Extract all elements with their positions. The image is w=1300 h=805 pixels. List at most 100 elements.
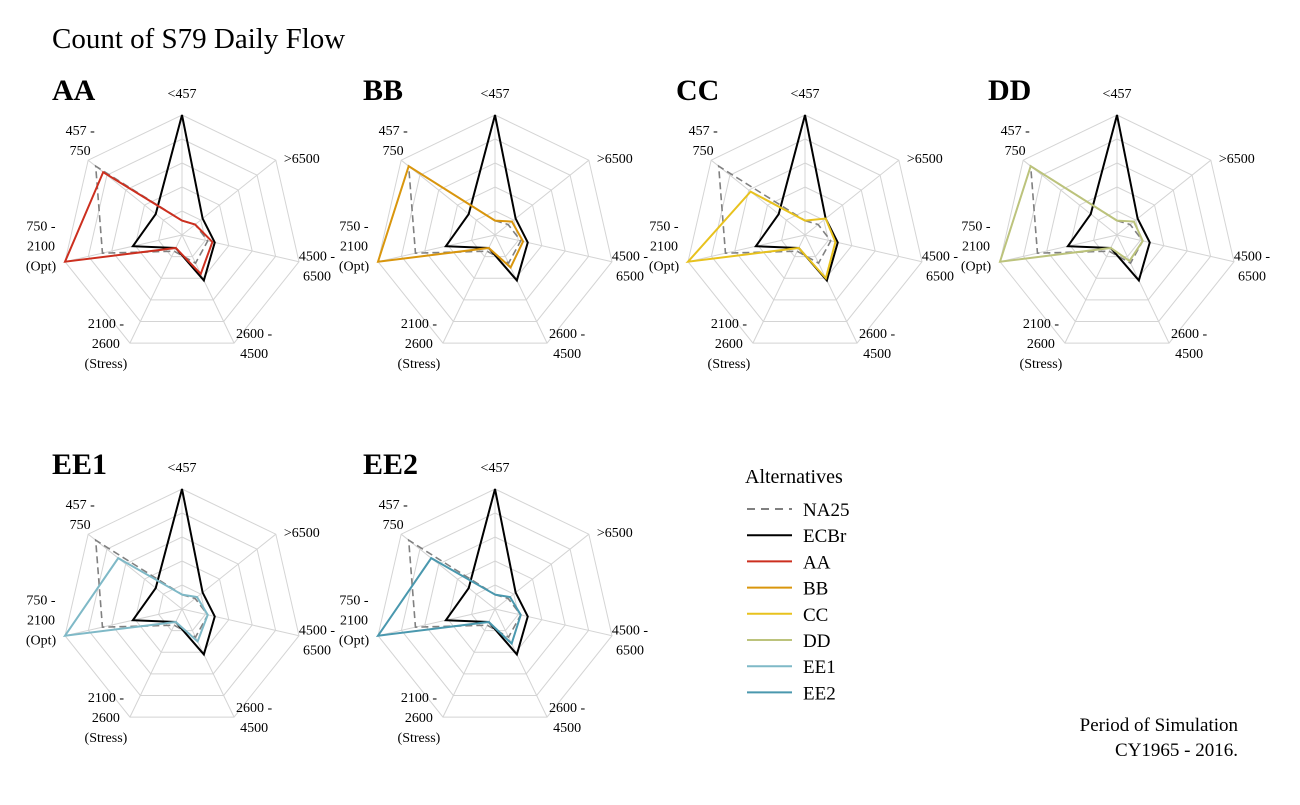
grid-spoke xyxy=(494,159,590,236)
legend-label: EE1 xyxy=(803,657,836,678)
axis-label: 2100 -2600 (Stress) xyxy=(85,317,128,372)
grid-ring xyxy=(757,186,853,279)
axis-label: 750 -2100 (Opt) xyxy=(339,220,370,275)
grid-ring xyxy=(447,186,543,279)
radar-panel-bb: BB <457 >6500 4500 -6500 2600 -4500 2100 -260… xyxy=(339,74,649,372)
legend-item-ee1: EE1 xyxy=(747,657,836,678)
grid-spoke xyxy=(1022,159,1118,236)
grid-ring xyxy=(400,512,590,696)
axis-label: 2100 -2600 (Stress) xyxy=(398,317,441,372)
series-ecbr xyxy=(130,114,216,283)
legend: Alternatives NA25 ECBr AA BB CC DD EE1 EE2 xyxy=(745,466,849,704)
axis-label: 4500 -6500 xyxy=(299,250,336,285)
grid-spoke xyxy=(687,234,806,263)
axis-label: >6500 xyxy=(1219,152,1255,167)
axis-label: 2600 -4500 xyxy=(236,327,273,362)
axis-label: <457 xyxy=(481,87,510,102)
axis-label: <457 xyxy=(168,87,197,102)
axis-label: 2600 -4500 xyxy=(549,327,586,362)
legend-item-cc: CC xyxy=(747,605,828,626)
axis-label: 2100 -2600 (Stress) xyxy=(398,691,441,746)
legend-item-dd: DD xyxy=(747,631,830,652)
grid-ring xyxy=(111,162,253,301)
grid-ring xyxy=(111,536,253,675)
axis-label: >6500 xyxy=(284,526,320,541)
axis-label: <457 xyxy=(481,461,510,476)
grid-ring xyxy=(999,114,1235,344)
grid-ring xyxy=(1022,138,1212,322)
legend-item-bb: BB xyxy=(747,579,828,600)
axis-label: >6500 xyxy=(597,152,633,167)
series-ee2 xyxy=(375,556,522,646)
note-line-2: CY1965 - 2016. xyxy=(1115,740,1238,761)
grid-spoke xyxy=(494,234,613,263)
grid-ring xyxy=(687,114,923,344)
axis-label: 4500 -6500 xyxy=(612,624,649,659)
grid-ring xyxy=(377,114,613,344)
series-ecbr xyxy=(130,488,216,657)
legend-title: Alternatives xyxy=(745,466,843,488)
axis-label: 750 -2100 (Opt) xyxy=(26,220,57,275)
legend-label: ECBr xyxy=(803,526,847,547)
axis-label: >6500 xyxy=(597,526,633,541)
axis-label: 750 -2100 (Opt) xyxy=(961,220,992,275)
radar-panel-ee1: EE1 <457 >6500 4500 -6500 2600 -4500 2100 -26… xyxy=(26,448,336,746)
legend-label: EE2 xyxy=(803,683,836,704)
grid-ring xyxy=(87,138,277,322)
grid-spoke xyxy=(400,533,496,610)
grid-spoke xyxy=(494,608,548,718)
legend-label: CC xyxy=(803,605,828,626)
grid-spoke xyxy=(181,608,300,637)
grid-ring xyxy=(64,488,300,718)
axis-label: 457 -750 xyxy=(379,124,409,159)
legend-item-ee2: EE2 xyxy=(747,683,836,704)
axis-label: 457 -750 xyxy=(66,498,96,533)
axis-label: <457 xyxy=(168,461,197,476)
main-title: Count of S79 Daily Flow xyxy=(52,23,345,55)
legend-item-ecbr: ECBr xyxy=(747,526,847,547)
radar-panels: AA <457 >6500 4500 -6500 2600 -4500 2100 -260… xyxy=(26,74,1271,746)
legend-label: DD xyxy=(803,631,830,652)
panel-title: AA xyxy=(52,74,96,107)
panel-title: EE1 xyxy=(52,448,107,481)
axis-label: >6500 xyxy=(284,152,320,167)
legend-label: BB xyxy=(803,579,828,600)
axis-label: >6500 xyxy=(907,152,943,167)
grid-spoke xyxy=(999,234,1118,263)
axis-label: 2100 -2600 (Stress) xyxy=(1020,317,1063,372)
grid-ring xyxy=(424,536,566,675)
grid-spoke xyxy=(181,234,300,263)
grid-ring xyxy=(64,114,300,344)
radar-panel-dd: DD <457 >6500 4500 -6500 2600 -4500 2100 -260… xyxy=(961,74,1271,372)
series-dd xyxy=(998,164,1144,263)
grid-spoke xyxy=(442,234,496,344)
series-ecbr xyxy=(443,114,529,283)
grid-spoke xyxy=(129,234,183,344)
axis-label: 457 -750 xyxy=(689,124,719,159)
series-cc xyxy=(685,190,837,281)
grid-spoke xyxy=(804,159,900,236)
grid-spoke xyxy=(400,159,496,236)
radar-panel-aa: AA <457 >6500 4500 -6500 2600 -4500 2100 -260… xyxy=(26,74,336,372)
series-ee1 xyxy=(62,556,209,644)
axis-label: 457 -750 xyxy=(379,498,409,533)
panel-title: DD xyxy=(988,74,1031,107)
note-line-1: Period of Simulation xyxy=(1080,715,1239,736)
axis-label: 457 -750 xyxy=(66,124,96,159)
axis-label: 2600 -4500 xyxy=(236,701,273,736)
axis-label: <457 xyxy=(1103,87,1132,102)
grid-spoke xyxy=(494,234,548,344)
axis-label: 750 -2100 (Opt) xyxy=(649,220,680,275)
axis-label: 2100 -2600 (Stress) xyxy=(708,317,751,372)
grid-ring xyxy=(377,488,613,718)
grid-ring xyxy=(1069,186,1165,279)
axis-label: 2600 -4500 xyxy=(549,701,586,736)
axis-label: 2600 -4500 xyxy=(1171,327,1208,362)
axis-label: 2100 -2600 (Stress) xyxy=(85,691,128,746)
legend-item-na25: NA25 xyxy=(747,500,849,521)
axis-label: 2600 -4500 xyxy=(859,327,896,362)
grid-ring xyxy=(87,512,277,696)
grid-spoke xyxy=(87,533,183,610)
grid-ring xyxy=(424,162,566,301)
grid-spoke xyxy=(1116,234,1235,263)
